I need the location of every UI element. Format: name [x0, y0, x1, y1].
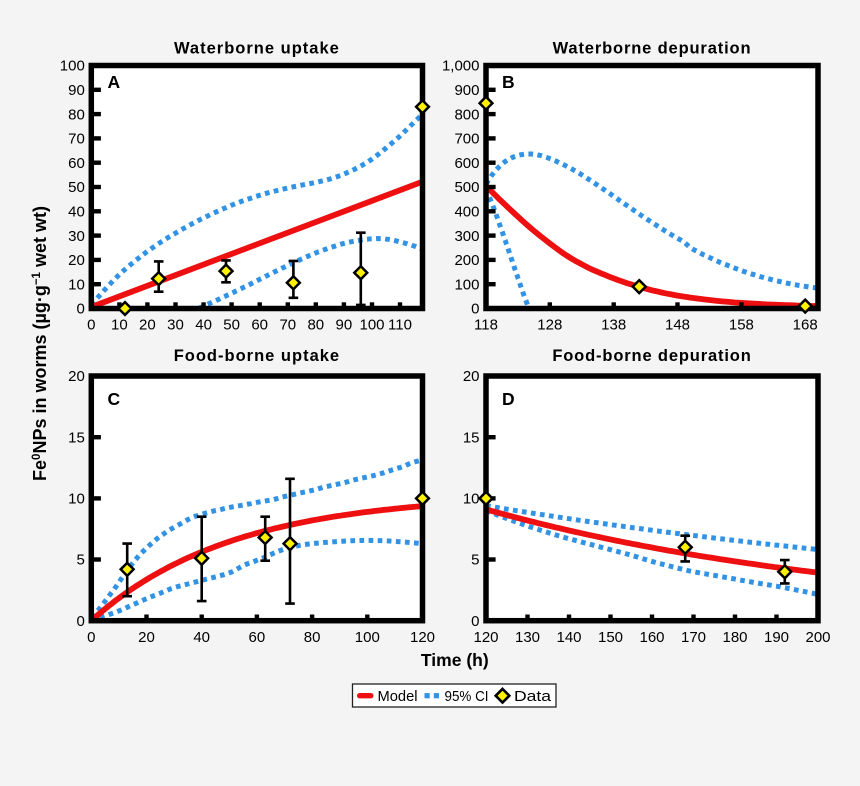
svg-text:40: 40: [68, 204, 85, 221]
svg-text:200: 200: [805, 629, 830, 646]
svg-text:150: 150: [598, 629, 623, 646]
svg-text:50: 50: [68, 179, 85, 196]
svg-text:1,000: 1,000: [442, 58, 480, 75]
svg-text:10: 10: [68, 276, 85, 293]
svg-text:60: 60: [251, 317, 268, 334]
svg-text:800: 800: [454, 106, 479, 123]
svg-text:0: 0: [76, 613, 84, 630]
svg-text:700: 700: [454, 131, 479, 148]
svg-text:5: 5: [471, 552, 479, 569]
svg-text:50: 50: [223, 317, 240, 334]
svg-text:0: 0: [87, 629, 95, 646]
svg-text:A: A: [108, 72, 121, 92]
svg-text:110: 110: [388, 317, 412, 334]
svg-text:170: 170: [681, 629, 706, 646]
svg-text:Data: Data: [514, 688, 552, 705]
svg-text:0: 0: [471, 301, 479, 318]
svg-text:B: B: [502, 72, 515, 92]
svg-text:100: 100: [355, 629, 380, 646]
svg-text:C: C: [108, 389, 121, 409]
svg-text:5: 5: [76, 552, 84, 569]
svg-text:15: 15: [463, 429, 480, 446]
svg-text:0: 0: [76, 301, 84, 318]
svg-text:10: 10: [111, 317, 128, 334]
svg-text:Food-borne depuration: Food-borne depuration: [552, 347, 751, 365]
svg-text:95% CI: 95% CI: [445, 688, 489, 705]
svg-text:130: 130: [515, 629, 540, 646]
svg-text:70: 70: [68, 131, 85, 148]
svg-text:60: 60: [249, 629, 266, 646]
svg-text:190: 190: [764, 629, 789, 646]
svg-text:Waterborne depuration: Waterborne depuration: [553, 39, 752, 57]
svg-text:80: 80: [307, 317, 324, 334]
svg-text:30: 30: [68, 228, 85, 245]
svg-text:Fe0NPs in worms (µg·g−1 wet wt: Fe0NPs in worms (µg·g−1 wet wt): [30, 206, 50, 481]
svg-text:20: 20: [463, 368, 480, 385]
svg-text:100: 100: [359, 317, 384, 334]
svg-text:70: 70: [279, 317, 296, 334]
svg-text:120: 120: [410, 629, 435, 646]
svg-text:180: 180: [722, 629, 747, 646]
svg-text:Food-borne uptake: Food-borne uptake: [174, 347, 340, 365]
svg-text:140: 140: [556, 629, 581, 646]
svg-text:90: 90: [68, 82, 85, 99]
svg-text:Time (h): Time (h): [421, 650, 489, 670]
svg-text:30: 30: [167, 317, 184, 334]
svg-text:60: 60: [68, 155, 85, 172]
svg-text:148: 148: [665, 317, 690, 334]
svg-text:40: 40: [193, 629, 210, 646]
svg-text:Model: Model: [378, 688, 418, 705]
svg-text:160: 160: [639, 629, 664, 646]
svg-text:15: 15: [68, 429, 85, 446]
svg-text:100: 100: [60, 58, 85, 75]
svg-text:40: 40: [195, 317, 212, 334]
svg-text:500: 500: [454, 179, 479, 196]
svg-text:400: 400: [454, 204, 479, 221]
svg-text:20: 20: [68, 368, 85, 385]
svg-text:20: 20: [68, 252, 85, 269]
svg-text:Waterborne uptake: Waterborne uptake: [174, 39, 340, 57]
svg-text:D: D: [502, 389, 515, 409]
svg-text:80: 80: [304, 629, 321, 646]
svg-text:138: 138: [601, 317, 626, 334]
svg-text:10: 10: [463, 491, 480, 508]
svg-text:10: 10: [68, 491, 85, 508]
svg-text:118: 118: [474, 317, 498, 334]
svg-text:128: 128: [537, 317, 562, 334]
svg-text:0: 0: [471, 613, 479, 630]
svg-text:20: 20: [139, 317, 156, 334]
svg-text:168: 168: [793, 317, 818, 334]
svg-text:100: 100: [454, 276, 479, 293]
svg-text:20: 20: [138, 629, 155, 646]
svg-text:900: 900: [454, 82, 479, 99]
svg-text:600: 600: [454, 155, 479, 172]
svg-text:120: 120: [473, 629, 498, 646]
svg-text:300: 300: [454, 228, 479, 245]
svg-text:80: 80: [68, 106, 85, 123]
svg-text:200: 200: [454, 252, 479, 269]
svg-text:158: 158: [729, 317, 754, 334]
svg-text:0: 0: [87, 317, 95, 334]
svg-text:90: 90: [336, 317, 353, 334]
